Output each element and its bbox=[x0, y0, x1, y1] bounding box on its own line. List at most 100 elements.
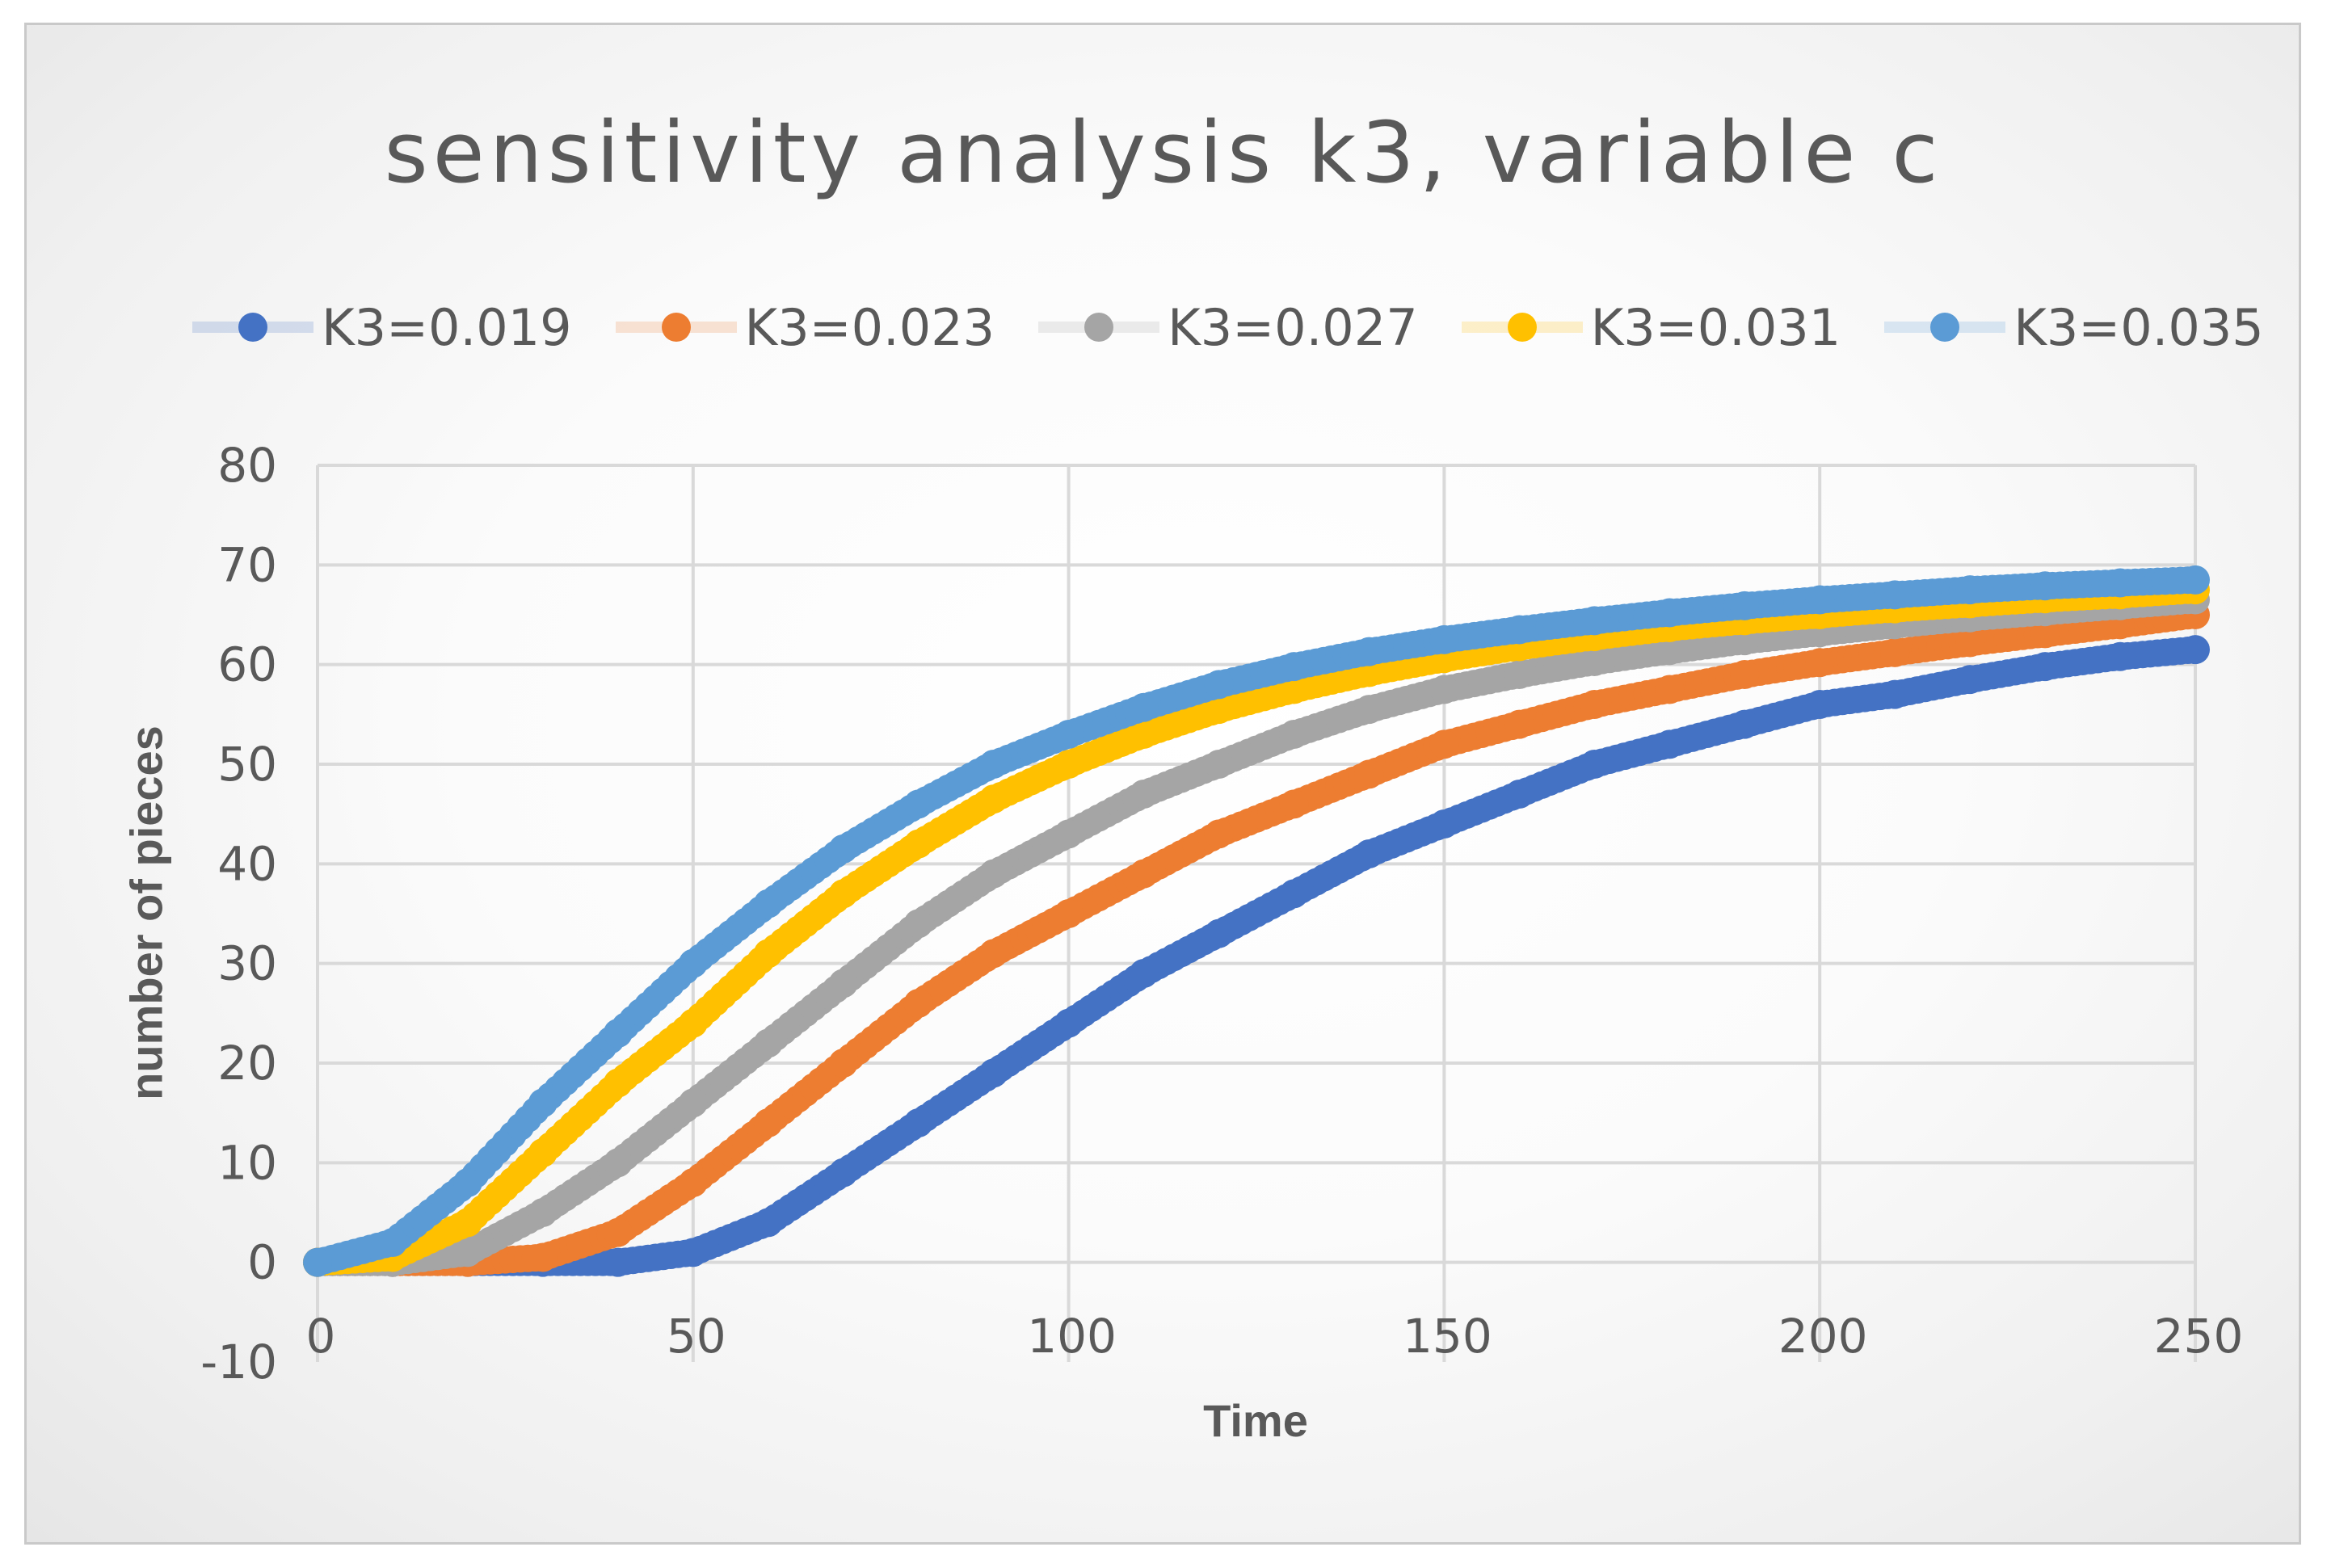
legend-label: K3=0.019 bbox=[322, 297, 572, 357]
data-point bbox=[1655, 598, 1685, 628]
data-point bbox=[1504, 615, 1534, 645]
data-point bbox=[2181, 635, 2210, 665]
data-point bbox=[1429, 675, 1459, 704]
data-point bbox=[828, 1158, 858, 1188]
data-point bbox=[1880, 580, 1910, 610]
legend-marker-icon bbox=[615, 311, 737, 343]
legend-label: K3=0.023 bbox=[744, 297, 995, 357]
y-tick-label: 70 bbox=[217, 537, 277, 592]
x-tick-label: 50 bbox=[667, 1309, 726, 1364]
chart-legend: K3=0.019 K3=0.023 K3=0.027 K3=0.031 K3=0.035 bbox=[192, 291, 2308, 364]
legend-marker-icon bbox=[192, 311, 313, 343]
y-tick-label: 40 bbox=[217, 836, 277, 891]
y-tick-label: 80 bbox=[217, 438, 277, 493]
legend-item: K3=0.023 bbox=[615, 297, 995, 357]
gridlines bbox=[316, 464, 2197, 1362]
data-point bbox=[603, 1217, 633, 1247]
data-point bbox=[678, 1008, 708, 1038]
y-tick-label: 60 bbox=[217, 637, 277, 692]
data-point bbox=[2106, 568, 2136, 598]
data-point bbox=[978, 939, 1008, 969]
data-point bbox=[828, 1049, 858, 1078]
data-point bbox=[1429, 624, 1459, 654]
data-point bbox=[978, 784, 1008, 814]
data-point bbox=[603, 1068, 633, 1098]
data-point bbox=[978, 859, 1008, 889]
legend-marker-icon bbox=[1884, 311, 2006, 343]
data-point bbox=[1580, 750, 1610, 779]
data-point bbox=[753, 1028, 783, 1058]
data-point bbox=[1655, 636, 1685, 666]
data-point bbox=[1354, 839, 1384, 868]
data-point bbox=[1129, 959, 1159, 988]
legend-marker-icon bbox=[1038, 311, 1160, 343]
data-point bbox=[528, 1088, 558, 1118]
x-tick-label: 200 bbox=[1778, 1309, 1868, 1364]
data-point bbox=[2106, 641, 2136, 671]
data-point bbox=[978, 750, 1008, 779]
data-point bbox=[1504, 780, 1534, 809]
data-point bbox=[1655, 675, 1685, 704]
data-series bbox=[303, 565, 2210, 1277]
data-point bbox=[377, 1228, 407, 1257]
data-point bbox=[1730, 709, 1760, 739]
x-tick-label: 100 bbox=[1027, 1309, 1117, 1364]
legend-marker-icon bbox=[1461, 311, 1583, 343]
data-point bbox=[753, 1208, 783, 1238]
data-point bbox=[1580, 690, 1610, 719]
data-point bbox=[1730, 591, 1760, 620]
data-point bbox=[678, 1088, 708, 1118]
legend-label: K3=0.027 bbox=[1168, 297, 1418, 357]
data-point bbox=[678, 1238, 708, 1267]
data-point bbox=[1955, 575, 1985, 605]
y-tick-label: 20 bbox=[217, 1036, 277, 1091]
data-point bbox=[1204, 670, 1234, 700]
data-point bbox=[1204, 819, 1234, 849]
data-point bbox=[1054, 750, 1084, 779]
data-point bbox=[1279, 720, 1309, 749]
data-point bbox=[603, 1148, 633, 1178]
data-point bbox=[1279, 675, 1309, 704]
data-point bbox=[1279, 652, 1309, 682]
data-point bbox=[452, 1238, 482, 1267]
data-point bbox=[1955, 665, 1985, 695]
x-tick-label: 150 bbox=[1403, 1309, 1492, 1364]
legend-item: K3=0.027 bbox=[1038, 298, 1418, 357]
data-point bbox=[753, 1108, 783, 1137]
data-point bbox=[678, 1168, 708, 1197]
data-point bbox=[528, 1242, 558, 1272]
chart-title: sensitivity analysis k3, variable c bbox=[384, 103, 1943, 202]
data-point bbox=[1204, 919, 1234, 948]
data-point bbox=[1429, 729, 1459, 759]
legend-label: K3=0.035 bbox=[2014, 297, 2264, 357]
data-point bbox=[1354, 695, 1384, 725]
x-tick-label: 0 bbox=[306, 1309, 336, 1364]
data-point bbox=[1129, 780, 1159, 809]
data-point bbox=[1054, 1008, 1084, 1038]
data-point bbox=[828, 879, 858, 909]
data-point bbox=[1805, 690, 1835, 719]
data-point bbox=[903, 829, 933, 859]
data-point bbox=[1655, 729, 1685, 759]
data-point bbox=[1805, 585, 1835, 615]
data-point bbox=[1504, 709, 1534, 739]
series-K3=0.023 bbox=[303, 600, 2210, 1277]
data-point bbox=[753, 939, 783, 969]
y-tick-label: 50 bbox=[217, 737, 277, 792]
data-point bbox=[303, 1247, 332, 1277]
data-point bbox=[678, 948, 708, 978]
data-point bbox=[903, 989, 933, 1018]
data-point bbox=[603, 1247, 633, 1277]
data-point bbox=[528, 1198, 558, 1227]
data-point bbox=[1580, 646, 1610, 676]
data-point bbox=[1129, 720, 1159, 749]
data-point bbox=[2030, 571, 2060, 601]
data-point bbox=[1204, 750, 1234, 779]
data-point bbox=[903, 789, 933, 819]
data-point bbox=[528, 1138, 558, 1167]
data-point bbox=[603, 1019, 633, 1048]
data-point bbox=[1054, 899, 1084, 928]
data-point bbox=[1129, 692, 1159, 722]
